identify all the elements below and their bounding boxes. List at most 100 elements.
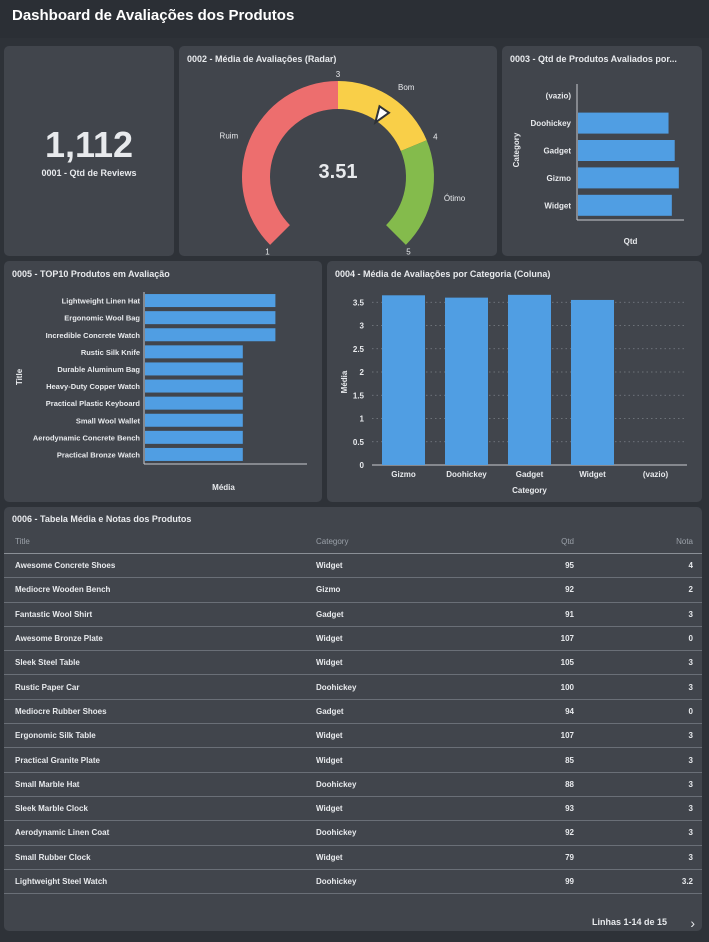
bar <box>382 295 425 465</box>
qtd-category-title: 0003 - Qtd de Produtos Avaliados por... <box>510 54 677 64</box>
col-header-category[interactable]: Category <box>316 536 349 546</box>
x-axis-label: Média <box>212 483 235 492</box>
cell-category: Widget <box>316 634 343 644</box>
table-row[interactable]: Awesome Concrete Shoes Widget 95 4 <box>4 554 702 579</box>
gauge-card[interactable]: 0002 - Média de Avaliações (Radar) Ruim B… <box>179 46 497 256</box>
gauge-title: 0002 - Média de Avaliações (Radar) <box>187 54 337 64</box>
tick-label: Gizmo <box>547 174 572 183</box>
tick-label: (vazio) <box>546 92 572 101</box>
table-row[interactable]: Ergonomic Silk Table Widget 107 3 <box>4 724 702 749</box>
table-row[interactable]: Mediocre Wooden Bench Gizmo 92 2 <box>4 578 702 603</box>
x-tick-label: Gadget <box>516 470 544 479</box>
cell-nota: 3 <box>688 852 693 862</box>
x-axis-label: Qtd <box>624 237 638 246</box>
bar <box>578 194 672 216</box>
cell-title: Mediocre Rubber Shoes <box>15 706 107 716</box>
table-title: 0006 - Tabela Média e Notas dos Produtos <box>12 514 192 524</box>
tick-label: Aerodynamic Concrete Bench <box>33 433 141 442</box>
cell-title: Aerodynamic Linen Coat <box>15 828 110 838</box>
y-axis-label: Média <box>340 370 349 393</box>
x-tick-label: Gizmo <box>391 470 416 479</box>
cell-category: Doohickey <box>316 682 357 692</box>
gauge-needle <box>373 104 391 125</box>
gauge-value: 3.51 <box>319 161 358 183</box>
pagination-label: Linhas 1-14 de 15 <box>591 917 667 927</box>
table-row[interactable]: Small Marble Hat Doohickey 88 3 <box>4 773 702 797</box>
col-header-title[interactable]: Title <box>15 536 30 546</box>
gauge-min-label: 1 <box>265 247 270 256</box>
y-tick-label: 3.5 <box>353 298 365 307</box>
y-tick-label: 0.5 <box>353 438 365 447</box>
cell-qtd: 85 <box>565 755 574 765</box>
cell-qtd: 91 <box>565 609 574 619</box>
gauge-chart: Ruim Bom Ótimo 3 4 1 5 3.51 <box>220 70 466 256</box>
cell-qtd: 92 <box>565 828 574 838</box>
cell-title: Lightweight Steel Watch <box>15 877 108 886</box>
products-table: Title Category Qtd Nota Awesome Concrete… <box>4 529 702 895</box>
table-row[interactable]: Rustic Paper Car Doohickey 100 3 <box>4 675 702 700</box>
y-tick-label: 2 <box>360 368 365 377</box>
bar <box>145 362 243 376</box>
cell-title: Practical Granite Plate <box>15 755 100 765</box>
bar <box>145 311 276 325</box>
table-row[interactable]: Small Rubber Clock Widget 79 3 <box>4 846 702 870</box>
bar <box>145 379 243 393</box>
cell-qtd: 105 <box>560 658 574 668</box>
tick-label: Practical Plastic Keyboard <box>46 399 141 408</box>
y-tick-label: 1 <box>360 415 365 424</box>
cell-category: Widget <box>316 804 343 814</box>
table-row[interactable]: Awesome Bronze Plate Widget 107 0 <box>4 627 702 652</box>
gauge-band-0 <box>242 80 338 245</box>
cell-title: Mediocre Wooden Bench <box>15 585 111 595</box>
y-tick-label: 0 <box>360 461 365 470</box>
tick-label: Incredible Concrete Watch <box>46 331 141 340</box>
table-row[interactable]: Sleek Steel Table Widget 105 3 <box>4 651 702 676</box>
cell-qtd: 107 <box>560 634 574 644</box>
top10-chart: Lightweight Linen Hat Ergonomic Wool Bag I… <box>15 292 307 492</box>
bar <box>145 328 276 342</box>
cell-category: Gadget <box>316 706 344 716</box>
chevron-right-icon[interactable]: › <box>690 915 695 931</box>
cell-category: Widget <box>316 658 343 668</box>
kpi-value: 1,112 <box>44 124 134 165</box>
table-row[interactable]: Aerodynamic Linen Coat Doohickey 92 3 <box>4 821 702 846</box>
cell-category: Widget <box>316 561 343 571</box>
avg-category-title: 0004 - Média de Avaliações por Categoria… <box>335 269 551 279</box>
bar <box>578 112 669 134</box>
col-header-qtd[interactable]: Qtd <box>561 536 574 546</box>
table-row[interactable]: Sleek Marble Clock Widget 93 3 <box>4 797 702 822</box>
cell-category: Widget <box>316 852 343 862</box>
cell-title: Small Marble Hat <box>15 779 80 789</box>
bar <box>508 294 551 465</box>
cell-nota: 3 <box>688 779 693 789</box>
bar <box>145 430 243 444</box>
qtd-category-card[interactable]: 0003 - Qtd de Produtos Avaliados por... … <box>502 46 702 256</box>
table-body: Awesome Concrete Shoes Widget 95 4 Mediocre … <box>4 554 702 895</box>
avg-category-card[interactable]: 0004 - Média de Avaliações por Categoria… <box>327 261 702 502</box>
cell-nota: 3 <box>688 804 693 814</box>
tick-label: Lightweight Linen Hat <box>62 297 141 306</box>
top10-card[interactable]: 0005 - TOP10 Produtos em Avaliação Light… <box>4 261 322 502</box>
cell-category: Gizmo <box>316 585 341 595</box>
cell-title: Sleek Marble Clock <box>15 804 88 814</box>
kpi-card[interactable]: 1,112 0001 - Qtd de Reviews <box>4 46 174 256</box>
cell-title: Awesome Concrete Shoes <box>15 561 116 571</box>
col-header-nota[interactable]: Nota <box>676 536 693 546</box>
tick-label: Gadget <box>543 147 571 156</box>
cell-nota: 0 <box>688 634 693 644</box>
table-row[interactable]: Lightweight Steel Watch Doohickey 99 3.2 <box>4 870 702 895</box>
table-row[interactable]: Fantastic Wool Shirt Gadget 91 3 <box>4 603 702 627</box>
dashboard-title: Dashboard de Avaliações dos Produtos <box>12 7 295 24</box>
x-tick-label: Widget <box>579 470 606 479</box>
table-row[interactable]: Mediocre Rubber Shoes Gadget 94 0 <box>4 700 702 725</box>
cell-category: Doohickey <box>316 828 357 838</box>
tick-label: Practical Bronze Watch <box>57 450 140 459</box>
gauge-threshold-label: 3 <box>336 70 341 79</box>
cell-nota: 3 <box>688 731 693 741</box>
bar <box>145 345 243 359</box>
bar <box>571 299 614 465</box>
table-row[interactable]: Practical Granite Plate Widget 85 3 <box>4 748 702 773</box>
cell-category: Doohickey <box>316 779 357 789</box>
gauge-max-label: 5 <box>406 247 411 256</box>
cell-qtd: 92 <box>565 585 574 595</box>
